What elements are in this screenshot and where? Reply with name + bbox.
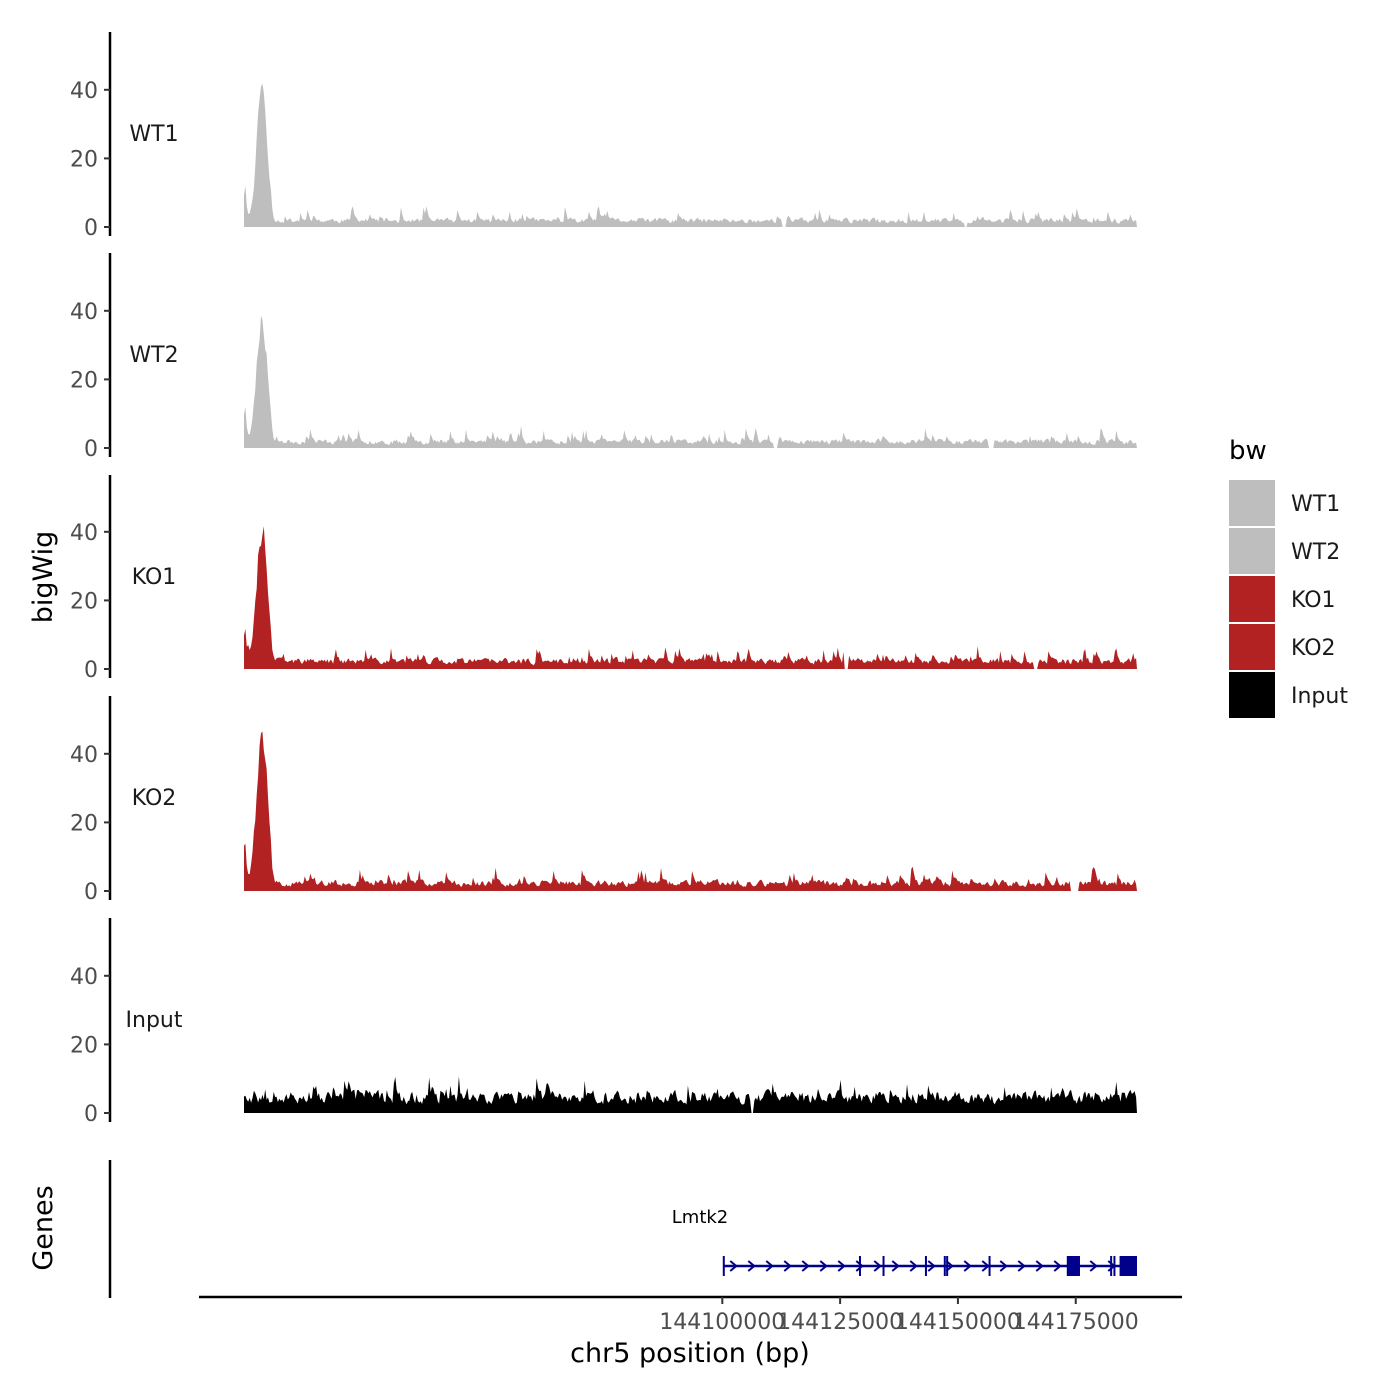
x-tick-label: 144100000 bbox=[659, 1310, 785, 1335]
gene-exon bbox=[988, 1256, 991, 1276]
signal-area-ko1 bbox=[244, 526, 1137, 669]
strand-arrow bbox=[891, 1260, 900, 1272]
legend-label: WT1 bbox=[1291, 492, 1340, 517]
strand-arrow bbox=[747, 1260, 756, 1272]
y-tick-label: 0 bbox=[84, 437, 98, 462]
strand-arrow bbox=[1035, 1260, 1044, 1272]
gene-exon bbox=[924, 1256, 927, 1276]
y-tick-label: 20 bbox=[70, 589, 98, 614]
x-axis-title: chr5 position (bp) bbox=[570, 1338, 810, 1369]
strand-arrow bbox=[963, 1260, 972, 1272]
gene-exon bbox=[858, 1256, 861, 1276]
legend-label: Input bbox=[1291, 684, 1348, 709]
y-tick-label: 40 bbox=[70, 300, 98, 325]
strand-arrow bbox=[855, 1260, 864, 1272]
legend-key-input bbox=[1229, 672, 1275, 718]
track-label: KO2 bbox=[132, 786, 177, 811]
legend-key-ko1 bbox=[1229, 576, 1275, 622]
y-tick-label: 40 bbox=[70, 965, 98, 990]
legend-key-wt2 bbox=[1229, 528, 1275, 574]
legend-label: KO2 bbox=[1291, 636, 1336, 661]
strand-arrow bbox=[1053, 1260, 1062, 1272]
track-label: WT2 bbox=[129, 343, 178, 368]
track-ko1: 0 20 40 KO1 bbox=[70, 475, 1137, 683]
signal-area-wt2 bbox=[244, 315, 1137, 448]
legend-title: bw bbox=[1229, 436, 1267, 466]
strand-arrow bbox=[873, 1260, 882, 1272]
strand-arrow bbox=[1089, 1260, 1098, 1272]
strand-arrow bbox=[1017, 1260, 1026, 1272]
track-wt1: 0 20 40 WT1 bbox=[70, 32, 1137, 241]
y-tick-label: 40 bbox=[70, 521, 98, 546]
y-tick-label: 40 bbox=[70, 79, 98, 104]
y-tick-label: 0 bbox=[84, 880, 98, 905]
x-tick-label: 144175000 bbox=[1013, 1310, 1139, 1335]
signal-area-input bbox=[244, 1076, 1137, 1113]
y-tick-label: 20 bbox=[70, 811, 98, 836]
strand-arrow bbox=[783, 1260, 792, 1272]
legend-key-ko2 bbox=[1229, 624, 1275, 670]
gene-exon bbox=[1113, 1256, 1116, 1276]
strand-arrow bbox=[819, 1260, 828, 1272]
gene-exon bbox=[1119, 1256, 1137, 1276]
strand-arrow bbox=[981, 1260, 990, 1272]
gene-name-label: Lmtk2 bbox=[672, 1207, 729, 1228]
genes-axis-title: Genes bbox=[28, 1185, 59, 1270]
strand-arrow bbox=[999, 1260, 1008, 1272]
legend-key-wt1 bbox=[1229, 480, 1275, 526]
strand-arrow bbox=[801, 1260, 810, 1272]
strand-arrow bbox=[909, 1260, 918, 1272]
x-tick-label: 144125000 bbox=[777, 1310, 903, 1335]
legend: bw WT1 WT2 KO1 KO2 Input bbox=[1229, 436, 1348, 718]
signal-area-wt1 bbox=[244, 83, 1137, 227]
gene-exon bbox=[946, 1256, 949, 1276]
y-tick-label: 20 bbox=[70, 368, 98, 393]
track-input: 0 20 40 Input bbox=[70, 918, 1137, 1127]
strand-arrow bbox=[765, 1260, 774, 1272]
y-axis-title: bigWig bbox=[28, 531, 59, 624]
y-tick-label: 0 bbox=[84, 1102, 98, 1127]
legend-label: KO1 bbox=[1291, 588, 1336, 613]
legend-label: WT2 bbox=[1291, 540, 1340, 565]
strand-arrow bbox=[927, 1260, 936, 1272]
x-tick-label: 144150000 bbox=[895, 1310, 1021, 1335]
gene-exon bbox=[943, 1256, 946, 1276]
y-tick-label: 40 bbox=[70, 743, 98, 768]
gene-exon bbox=[1110, 1256, 1113, 1276]
strand-arrow bbox=[729, 1260, 738, 1272]
y-tick-label: 20 bbox=[70, 147, 98, 172]
track-label: KO1 bbox=[132, 565, 177, 590]
gene-exon bbox=[722, 1256, 725, 1276]
signal-area-ko2 bbox=[244, 731, 1137, 891]
gene-exon bbox=[1066, 1256, 1080, 1276]
y-tick-label: 0 bbox=[84, 216, 98, 241]
track-label: Input bbox=[126, 1008, 183, 1033]
gene-track: Lmtk2 bbox=[108, 1160, 1137, 1298]
y-tick-label: 0 bbox=[84, 658, 98, 683]
gene-exon bbox=[882, 1256, 885, 1276]
track-ko2: 0 20 40 KO2 bbox=[70, 696, 1137, 905]
y-tick-label: 20 bbox=[70, 1033, 98, 1058]
track-label: WT1 bbox=[129, 122, 178, 147]
bigwig-tracks: 0 20 40 WT1 0 20 40 WT2 0 20 40 KO1 0 20 40 KO2 0 20 40 Inp… bbox=[70, 32, 1137, 1127]
strand-arrow bbox=[945, 1260, 954, 1272]
strand-arrow bbox=[837, 1260, 846, 1272]
track-wt2: 0 20 40 WT2 bbox=[70, 253, 1137, 462]
